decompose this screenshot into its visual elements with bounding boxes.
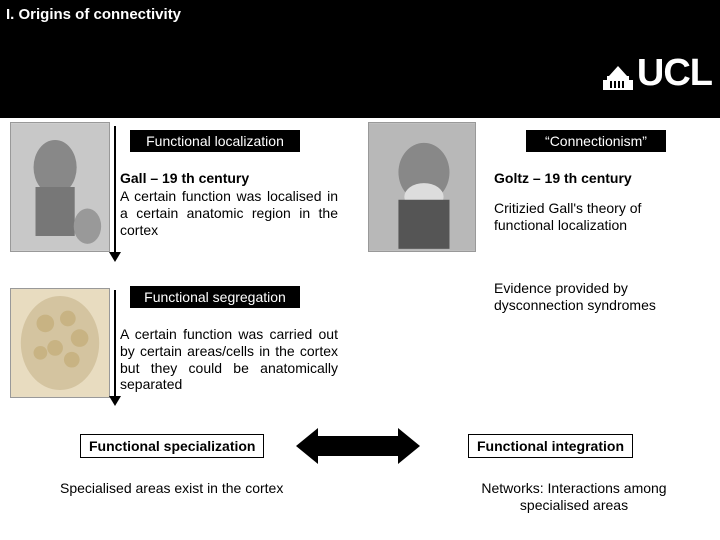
goltz-body2: Evidence provided by dysconnection syndr…	[494, 280, 674, 314]
ucl-logo: UCL	[603, 56, 712, 90]
ucl-logo-text: UCL	[637, 56, 712, 90]
slide-title: I. Origins of connectivity	[6, 6, 181, 23]
integration-body: Networks: Interactions among specialised…	[474, 480, 674, 514]
goltz-heading: Goltz – 19 th century	[494, 170, 632, 187]
functional-segregation-label: Functional segregation	[130, 286, 300, 308]
arrow-segregation-to-specialization	[114, 290, 116, 398]
image-goltz-portrait	[368, 122, 476, 252]
functional-integration-label: Functional integration	[468, 434, 633, 458]
ucl-building-icon	[603, 66, 633, 90]
goltz-body1: Critizied Gall's theory of functional lo…	[494, 200, 674, 234]
functional-specialization-label: Functional specialization	[80, 434, 264, 458]
segregation-body: A certain function was carried out by ce…	[120, 326, 338, 393]
header-bar: I. Origins of connectivity UCL	[0, 0, 720, 118]
functional-localization-label: Functional localization	[130, 130, 300, 152]
gall-heading: Gall – 19 th century	[120, 170, 249, 187]
gall-body: A certain function was localised in a ce…	[120, 188, 338, 238]
image-gall-portrait	[10, 122, 110, 252]
arrow-localization-to-segregation	[114, 126, 116, 254]
specialization-body: Specialised areas exist in the cortex	[60, 480, 283, 497]
connectionism-label: “Connectionism”	[526, 130, 666, 152]
image-phrenology	[10, 288, 110, 398]
double-arrow-icon	[296, 428, 420, 464]
